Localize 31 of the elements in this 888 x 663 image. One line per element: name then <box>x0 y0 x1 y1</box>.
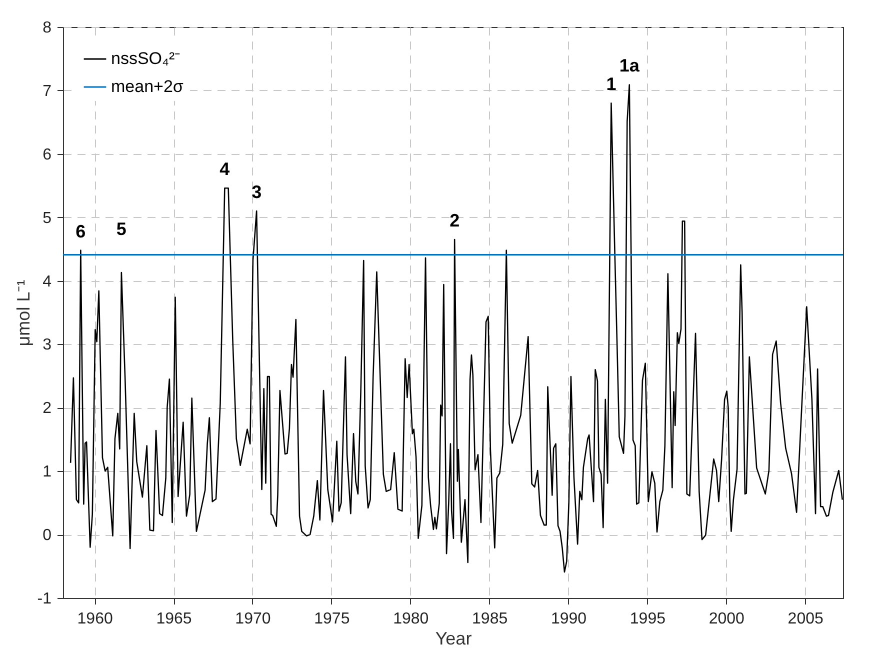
y-tick-label: -1 <box>37 590 52 608</box>
annotation: 3 <box>252 182 262 202</box>
y-tick-label: 6 <box>42 146 52 164</box>
y-tick-label: 7 <box>42 82 52 100</box>
x-tick-label: 2000 <box>708 610 745 628</box>
y-tick-label: 5 <box>42 210 52 227</box>
y-tick-label: 8 <box>42 20 52 36</box>
y-tick-label: 3 <box>42 336 52 354</box>
y-axis-title: μmol L⁻¹ <box>13 280 34 346</box>
x-tick-label: 1970 <box>235 610 271 628</box>
x-tick-label: 1975 <box>314 610 350 628</box>
x-axis-title: Year <box>435 628 472 648</box>
x-tick-label: 2005 <box>788 610 824 628</box>
y-tick-label: 4 <box>42 273 52 290</box>
legend-label: nssSO₄²⁻ <box>111 49 181 68</box>
annotation: 6 <box>76 221 86 242</box>
y-tick-label: 2 <box>42 400 52 418</box>
annotation: 5 <box>116 218 126 239</box>
x-tick-label: 1995 <box>630 610 666 628</box>
y-tick-label: 0 <box>42 527 52 544</box>
annotation: 1a <box>619 56 640 76</box>
x-tick-label: 1990 <box>550 610 587 628</box>
y-tick-label: 1 <box>42 464 52 481</box>
x-tick-label: 1960 <box>77 610 113 628</box>
annotation: 4 <box>220 159 230 180</box>
x-tick-label: 1980 <box>393 610 429 628</box>
x-tick-label: 1965 <box>156 610 192 628</box>
x-tick-label: 1985 <box>472 610 508 628</box>
legend-label: mean+2σ <box>111 77 184 96</box>
annotation: 2 <box>450 210 460 231</box>
annotation: 1 <box>606 74 616 94</box>
